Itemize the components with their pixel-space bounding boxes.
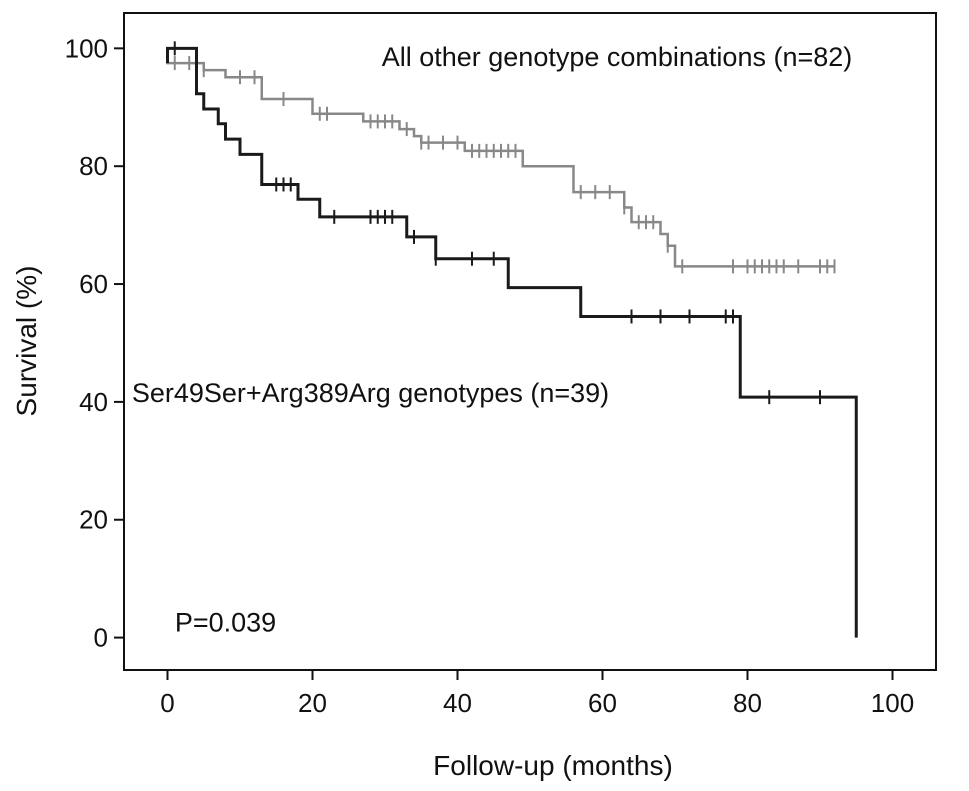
- plot-frame: [123, 12, 937, 671]
- y-tick-label: 60: [79, 269, 108, 299]
- y-axis: 0 20 40 60 80 100: [65, 33, 124, 653]
- series-layer: [166, 41, 858, 638]
- y-tick-label: 80: [79, 151, 108, 181]
- y-tick-label: 40: [79, 387, 108, 417]
- annotation-label: P=0.039: [175, 608, 276, 638]
- x-tick-label: 40: [443, 688, 472, 718]
- x-tick-label: 80: [733, 688, 762, 718]
- x-axis-label: Follow-up (months): [433, 750, 673, 781]
- y-tick-label: 100: [65, 33, 108, 63]
- x-axis: 0 20 40 60 80 100: [160, 670, 914, 718]
- x-tick-label: 20: [298, 688, 327, 718]
- x-tick-label: 60: [588, 688, 617, 718]
- annotation-label: Ser49Ser+Arg389Arg genotypes (n=39): [132, 378, 609, 408]
- annotation-label: All other genotype combinations (n=82): [382, 42, 853, 72]
- y-axis-label: Survival (%): [11, 266, 42, 417]
- y-tick-label: 0: [94, 623, 108, 653]
- x-tick-label: 100: [871, 688, 914, 718]
- annotation-layer: All other genotype combinations (n=82) Se…: [132, 42, 852, 638]
- y-tick-label: 20: [79, 505, 108, 535]
- x-tick-label: 0: [160, 688, 174, 718]
- survival-curve-2: [166, 46, 858, 638]
